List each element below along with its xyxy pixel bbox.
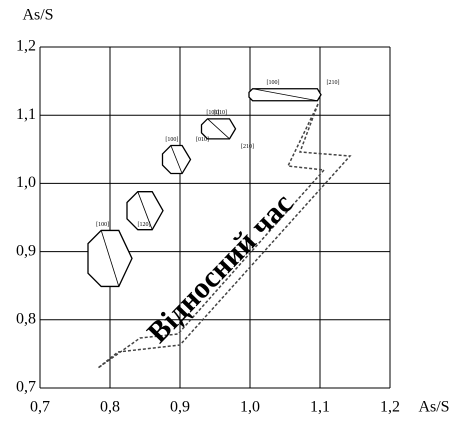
crystal-edge	[207, 118, 230, 140]
x-tick-label: 1,1	[310, 399, 330, 416]
face-label: [100]	[165, 137, 178, 143]
x-axis-label: As/S	[418, 399, 449, 416]
time-arrow	[97, 103, 352, 369]
y-tick-label: 1,0	[16, 174, 36, 191]
y-tick-label: 0,7	[16, 379, 36, 396]
crystal-edge	[252, 88, 318, 102]
face-label: [010]	[196, 137, 209, 143]
arrow-label: Відносний час	[141, 187, 299, 349]
face-label: [120]	[138, 222, 151, 228]
crystals: [100] [210][101][010][210][100] [010][100]…	[87, 80, 340, 288]
x-tick-label: 1,2	[380, 399, 400, 416]
face-label: [100]	[267, 80, 280, 86]
crystal-edge	[100, 230, 120, 287]
face-label: [210]	[241, 144, 254, 150]
y-tick-label: 1,1	[16, 106, 36, 123]
y-tick-label: 0,9	[16, 242, 36, 259]
face-label: [100]	[96, 222, 109, 228]
y-axis-label: As/S	[22, 7, 53, 24]
face-label: [210]	[327, 80, 340, 86]
y-tick-label: 1,2	[16, 38, 36, 55]
face-label: [010]	[214, 110, 227, 116]
x-tick-label: 1,0	[240, 399, 260, 416]
x-tick-label: 0,7	[30, 399, 50, 416]
x-tick-label: 0,8	[100, 399, 120, 416]
x-tick-label: 0,9	[170, 399, 190, 416]
y-tick-label: 0,8	[16, 310, 36, 327]
crystal-edge	[137, 191, 153, 230]
face-label: [101]	[206, 110, 219, 116]
crystal-edge	[170, 145, 183, 174]
